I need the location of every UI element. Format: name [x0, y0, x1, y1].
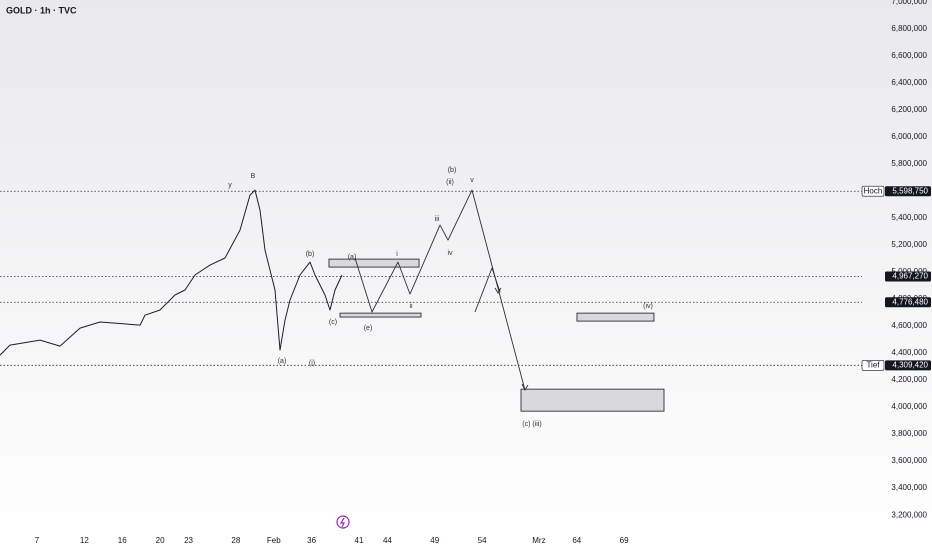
price-line	[0, 189, 343, 356]
x-tick-label: 69	[620, 536, 629, 545]
level-name-box	[861, 360, 885, 371]
x-tick-label: 54	[478, 536, 487, 545]
y-tick-label: 6,800,000	[891, 24, 927, 33]
wave-label: (c) (iii)	[522, 421, 541, 428]
wave-label: y	[228, 182, 232, 189]
x-tick-label: 16	[118, 536, 127, 545]
x-tick-label: 23	[184, 536, 193, 545]
level-name: Hoch	[864, 186, 883, 195]
level-name: Tief	[866, 360, 880, 369]
y-tick-label: 5,400,000	[891, 213, 927, 222]
level-value-label: 5,598,750	[892, 186, 928, 195]
wave-label: i	[396, 251, 398, 258]
wave-label: (c)	[329, 319, 337, 326]
wave-label: (b)	[306, 251, 315, 258]
wave-label: iv	[447, 250, 453, 257]
x-tick-label: 49	[430, 536, 439, 545]
level-value-box	[885, 271, 931, 282]
zone	[339, 312, 422, 318]
y-tick-label: 7,000,000	[891, 0, 927, 6]
zone	[520, 388, 665, 412]
y-tick-label: 3,600,000	[891, 456, 927, 465]
wave-label: v	[470, 177, 474, 184]
x-tick-label: 28	[231, 536, 240, 545]
wave-label: (b)	[448, 167, 457, 174]
wave-label: (ii)	[446, 179, 454, 186]
wave-label: (i)	[309, 360, 315, 367]
chart-title: GOLD · 1h · TVC	[6, 5, 77, 15]
y-tick-label: 3,200,000	[891, 510, 927, 519]
replay-icon[interactable]	[336, 515, 350, 529]
y-tick-label: 3,800,000	[891, 429, 927, 438]
x-tick-label: Mrz	[532, 536, 545, 545]
projection-line	[354, 189, 526, 391]
y-tick-label: 3,400,000	[891, 483, 927, 492]
y-tick-label: 6,400,000	[891, 78, 927, 87]
wave-label: B	[251, 173, 256, 180]
x-tick-label: 20	[156, 536, 165, 545]
y-tick-label: 5,800,000	[891, 159, 927, 168]
wave-label: (a)	[278, 358, 287, 365]
arrow-head	[494, 287, 502, 294]
level-value-label: 4,776,480	[892, 297, 928, 306]
y-tick-label: 5,200,000	[891, 240, 927, 249]
level-value-box	[885, 186, 931, 197]
y-tick-label: 6,600,000	[891, 51, 927, 60]
level-value-box	[885, 297, 931, 308]
x-tick-label: 64	[572, 536, 581, 545]
wave-label: ii	[409, 303, 413, 310]
y-tick-label: 4,400,000	[891, 348, 927, 357]
x-tick-label: 41	[355, 536, 364, 545]
wave-label: (a)	[348, 254, 357, 261]
x-tick-label: 36	[307, 536, 316, 545]
wave-label: (iv)	[643, 303, 653, 310]
y-tick-label: 4,200,000	[891, 375, 927, 384]
y-tick-label: 4,000,000	[891, 402, 927, 411]
projection-line	[474, 267, 501, 313]
zone	[328, 258, 420, 268]
x-tick-label: 7	[35, 536, 40, 545]
y-tick-label: 6,200,000	[891, 105, 927, 114]
wave-label: (e)	[364, 325, 373, 332]
y-tick-label: 6,000,000	[891, 132, 927, 141]
arrow-head	[521, 383, 529, 391]
x-tick-label: 44	[383, 536, 392, 545]
x-tick-label: 12	[80, 536, 89, 545]
level-value-box	[885, 360, 931, 371]
level-value-label: 4,309,420	[892, 360, 928, 369]
level-value-label: 4,967,270	[892, 272, 928, 281]
wave-label: iii	[435, 216, 440, 223]
y-tick-label: 4,600,000	[891, 321, 927, 330]
x-tick-label: Feb	[267, 536, 281, 545]
zone	[576, 312, 655, 322]
level-name-box	[861, 185, 885, 197]
